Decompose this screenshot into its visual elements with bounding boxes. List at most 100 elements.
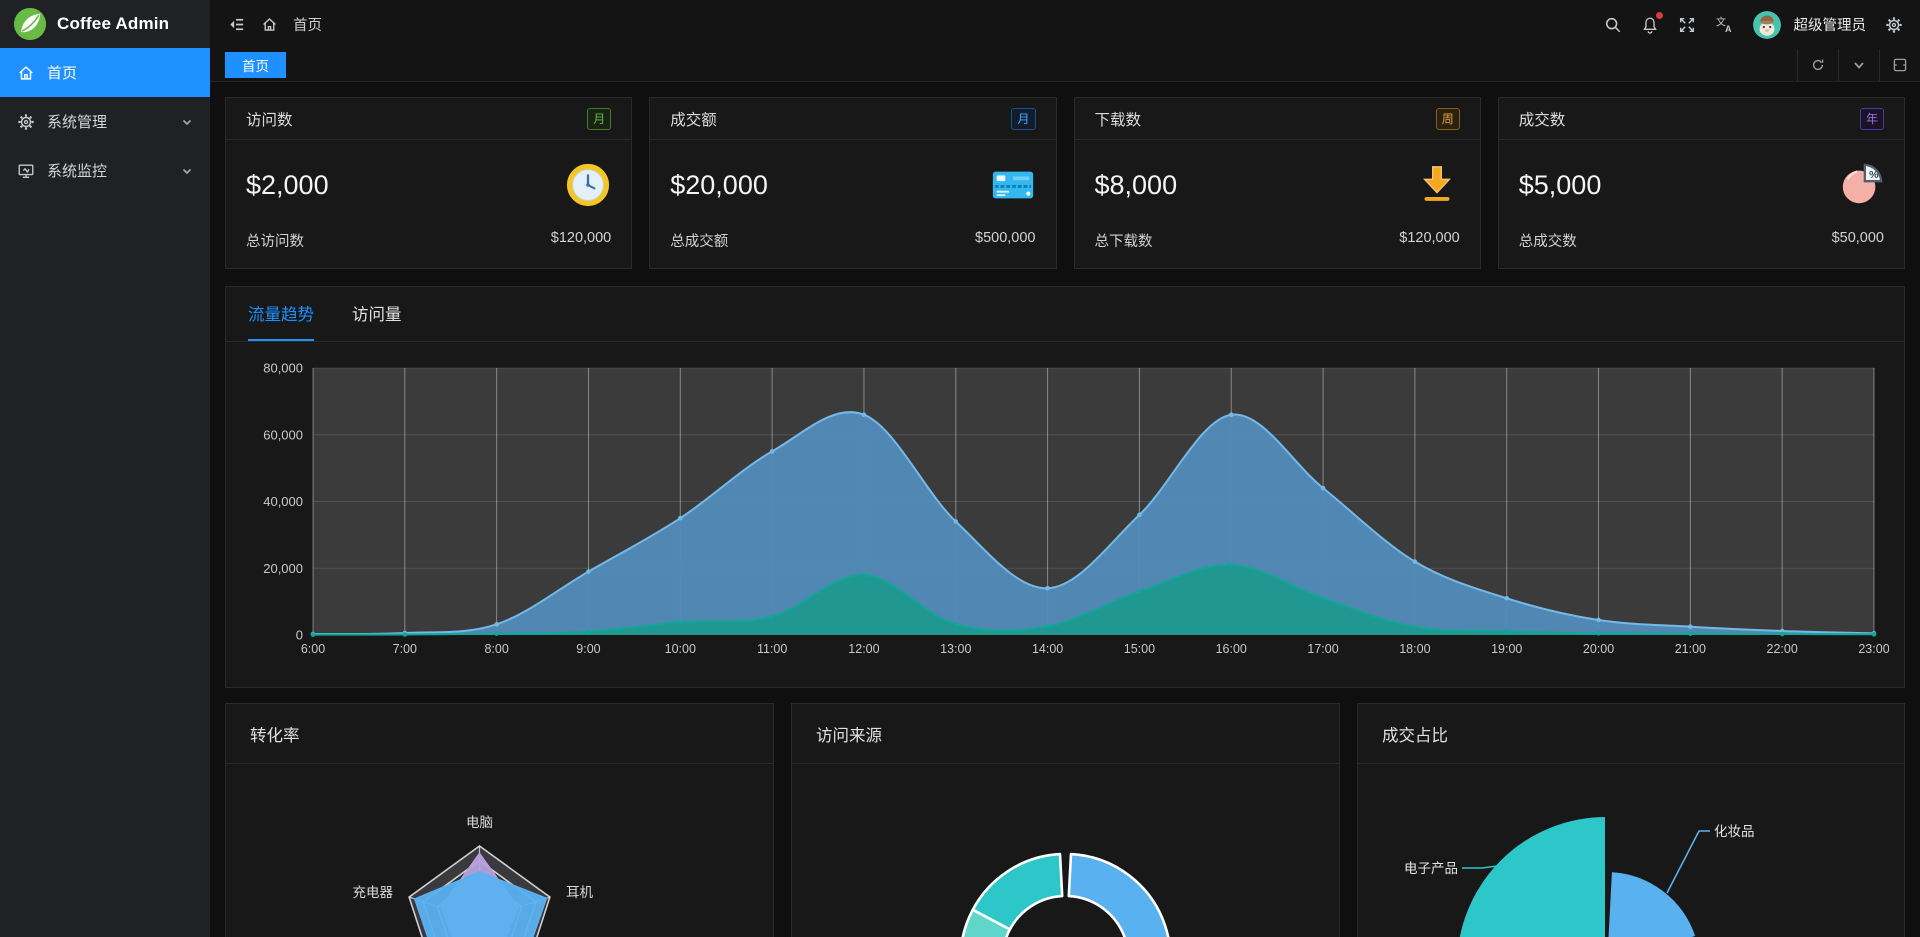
svg-text:%: %: [1869, 169, 1879, 181]
tab-home[interactable]: 首页: [225, 52, 286, 78]
svg-text:80,000: 80,000: [263, 361, 303, 376]
visit-source-donut-chart[interactable]: [792, 764, 1339, 937]
svg-text:A: A: [1724, 24, 1731, 34]
breadcrumb[interactable]: 首页: [293, 18, 322, 34]
stat-footer-label: 总下载数: [1094, 234, 1153, 250]
stat-card-deal-count: 成交数 年 $5,000 %: [1497, 97, 1905, 269]
panel-title: 访问来源: [792, 704, 1339, 764]
svg-text:40,000: 40,000: [263, 494, 303, 509]
svg-text:电脑: 电脑: [466, 815, 493, 830]
svg-text:9:00: 9:00: [576, 642, 600, 656]
tab-label: 首页: [242, 59, 269, 74]
settings-gear-icon[interactable]: [1885, 16, 1903, 34]
svg-text:7:00: 7:00: [393, 642, 417, 656]
breadcrumb-home-icon[interactable]: [261, 16, 278, 33]
bottom-cards-row: 转化率 电脑耳机 充电器 访问来源 成交占比 电子产品 化妆品: [225, 703, 1905, 937]
trend-tab-label: 流量趋势: [248, 306, 314, 324]
stat-card-visits: 访问数 月 $2,000: [225, 97, 633, 269]
svg-text:23:00: 23:00: [1858, 642, 1889, 656]
notification-badge: [1655, 11, 1663, 19]
chevron-down-icon: [181, 165, 193, 177]
username[interactable]: 超级管理员: [1793, 18, 1867, 34]
sidebar-item-home[interactable]: 首页: [0, 48, 210, 97]
svg-text:耳机: 耳机: [566, 885, 594, 900]
svg-text:21:00: 21:00: [1675, 642, 1706, 656]
period-badge: 月: [587, 107, 612, 130]
sidebar-item-system-monitor[interactable]: 系统监控: [0, 146, 210, 195]
search-icon[interactable]: [1604, 16, 1622, 34]
svg-text:20,000: 20,000: [263, 561, 303, 576]
stat-value: $5,000: [1518, 169, 1602, 200]
translate-icon[interactable]: 文 A: [1715, 15, 1734, 34]
panel-title: 转化率: [226, 704, 773, 764]
sidebar-item-label: 系统管理: [47, 114, 108, 131]
svg-text:18:00: 18:00: [1399, 642, 1430, 656]
chevron-down-icon: [181, 116, 193, 128]
svg-text:电子产品: 电子产品: [1404, 861, 1458, 876]
conversion-rate-card: 转化率 电脑耳机 充电器: [225, 703, 774, 937]
tab-traffic-trend[interactable]: 流量趋势: [248, 287, 314, 341]
svg-text:文: 文: [1715, 15, 1725, 28]
stat-value: $8,000: [1094, 169, 1178, 200]
menu-fold-icon[interactable]: [227, 15, 246, 34]
svg-text:充电器: 充电器: [353, 885, 394, 900]
top-navbar: 首页: [210, 0, 1920, 49]
stat-footer-value: $50,000: [1831, 230, 1884, 246]
svg-text:14:00: 14:00: [1032, 642, 1063, 656]
svg-text:20:00: 20:00: [1583, 642, 1614, 656]
stat-footer-value: $120,000: [1399, 230, 1460, 246]
maximize-icon[interactable]: [1879, 49, 1920, 81]
sidebar: Coffee Admin 首页: [0, 0, 210, 937]
svg-text:13:00: 13:00: [940, 642, 971, 656]
stat-card-deal-amount: 成交额 月 $20,000: [649, 97, 1057, 269]
stat-title: 成交数: [1518, 111, 1566, 129]
stat-title: 访问数: [246, 111, 293, 129]
svg-text:化妆品: 化妆品: [1714, 824, 1755, 839]
sidebar-item-system-management[interactable]: 系统管理: [0, 97, 210, 146]
monitor-icon: [17, 162, 35, 180]
stat-footer-label: 总成交数: [1518, 234, 1577, 250]
stat-card-downloads: 下载数 周 $8,000 总下载数: [1073, 97, 1481, 269]
tab-visit-volume[interactable]: 访问量: [352, 287, 402, 341]
svg-text:8:00: 8:00: [484, 642, 508, 656]
tab-tools: [1797, 49, 1920, 81]
stat-footer-label: 总成交额: [670, 234, 729, 250]
visit-source-card: 访问来源: [791, 703, 1340, 937]
period-badge: 月: [1011, 107, 1036, 130]
tabs-bar: 首页: [210, 49, 1920, 82]
chevron-down-icon[interactable]: [1838, 49, 1879, 81]
fullscreen-icon[interactable]: [1678, 16, 1696, 34]
period-badge: 周: [1435, 107, 1460, 130]
navbar-actions: 文 A 超级管理员: [1604, 10, 1904, 39]
download-icon: [1414, 162, 1460, 208]
svg-text:19:00: 19:00: [1491, 642, 1522, 656]
refresh-icon[interactable]: [1797, 49, 1838, 81]
deal-share-card: 成交占比 电子产品 化妆品: [1357, 703, 1905, 937]
page-content: 访问数 月 $2,000: [210, 82, 1920, 937]
stat-footer-value: $120,000: [550, 230, 612, 246]
traffic-trend-area-chart[interactable]: 0 20,000 40,000 60,000 80,000 6:00 7:00 8:00 9:0…: [241, 348, 1889, 663]
panel-title: 成交占比: [1358, 704, 1904, 764]
stat-title: 下载数: [1094, 111, 1142, 129]
svg-text:15:00: 15:00: [1124, 642, 1155, 656]
notification-bell-icon[interactable]: [1641, 11, 1663, 34]
svg-text:17:00: 17:00: [1307, 642, 1338, 656]
main-column: 首页: [210, 0, 1920, 937]
svg-text:16:00: 16:00: [1216, 642, 1247, 656]
app-title: Coffee Admin: [57, 14, 170, 33]
user-avatar[interactable]: [1752, 10, 1781, 39]
svg-text:0: 0: [296, 628, 303, 643]
svg-text:22:00: 22:00: [1767, 642, 1798, 656]
stat-footer-label: 总访问数: [246, 234, 304, 250]
svg-text:10:00: 10:00: [665, 642, 696, 656]
deal-share-pie-chart[interactable]: 电子产品 化妆品: [1358, 764, 1904, 937]
svg-text:12:00: 12:00: [848, 642, 879, 656]
trend-tabs: 流量趋势 访问量: [226, 287, 1904, 342]
home-icon: [17, 64, 35, 82]
stat-value: $2,000: [246, 169, 329, 200]
sidebar-item-label: 首页: [47, 65, 78, 82]
conversion-radar-chart[interactable]: 电脑耳机 充电器: [226, 764, 773, 937]
stat-footer-value: $500,000: [975, 230, 1036, 246]
trend-tab-label: 访问量: [352, 306, 402, 324]
